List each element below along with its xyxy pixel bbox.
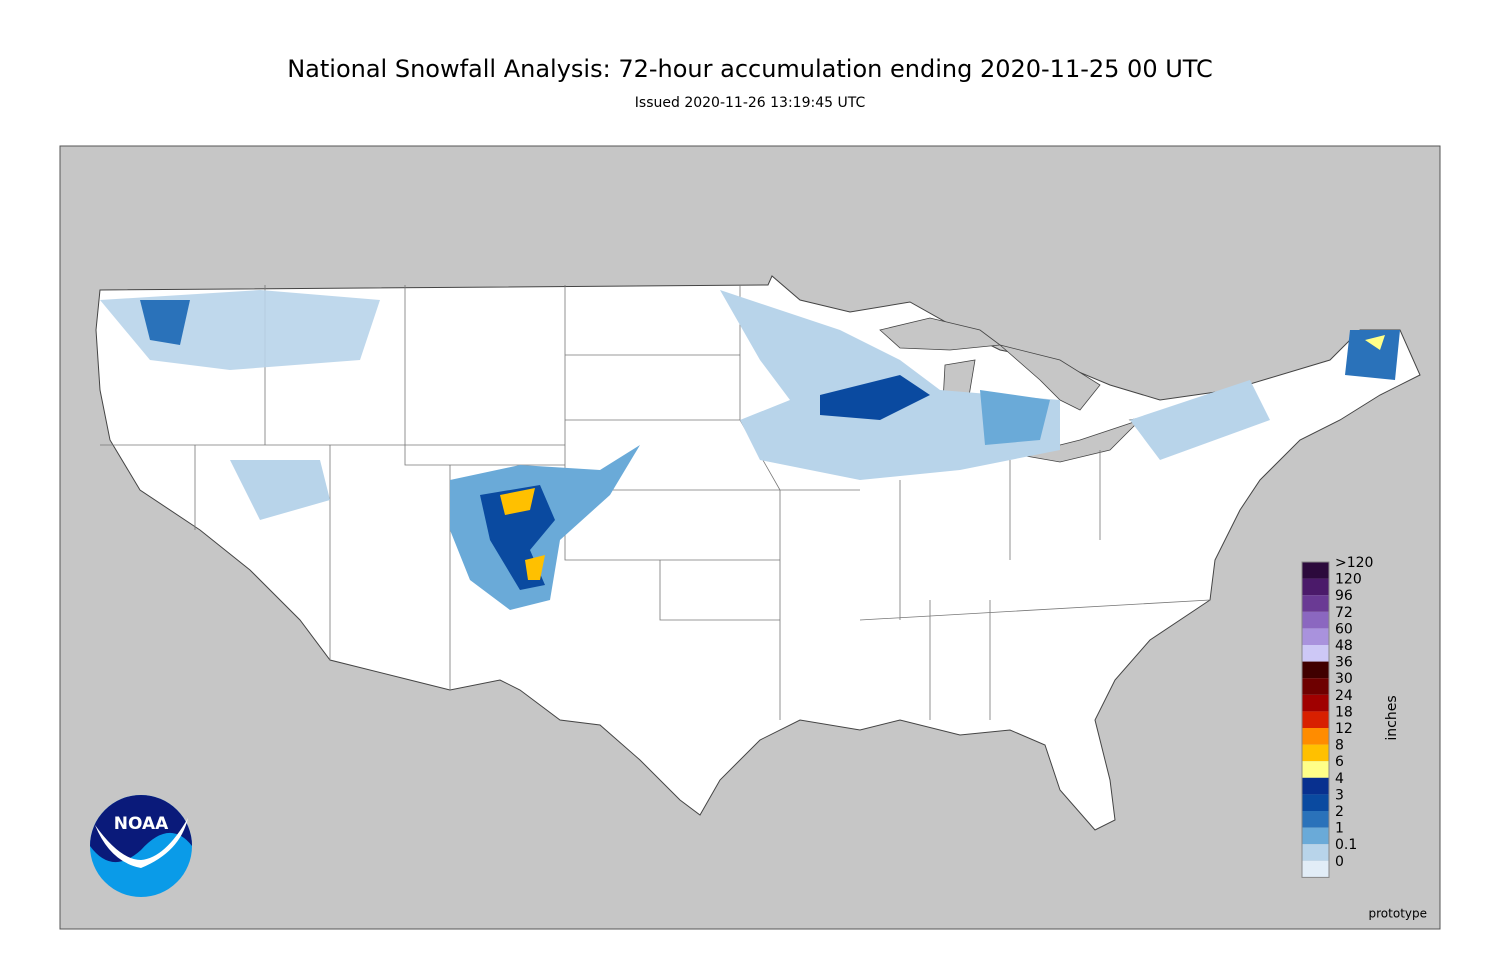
legend-box [1301, 561, 1330, 878]
legend-swatch [1302, 578, 1329, 596]
legend-label: 12 [1335, 721, 1353, 737]
legend-label: 60 [1335, 621, 1353, 637]
legend-label: 0 [1335, 854, 1344, 870]
logo-text: NOAA [114, 814, 169, 834]
legend-swatch [1302, 645, 1329, 662]
legend-swatch [1302, 761, 1329, 778]
legend-label: 2 [1335, 804, 1344, 820]
legend-swatch [1302, 811, 1329, 828]
legend-label: 72 [1335, 605, 1353, 621]
legend-label: 0.1 [1335, 837, 1357, 853]
legend-label: 24 [1335, 688, 1353, 704]
legend-label: 30 [1335, 671, 1353, 687]
legend-swatch [1302, 562, 1329, 579]
map [59, 145, 1441, 930]
legend-swatch [1302, 777, 1329, 795]
us-land [95, 275, 1421, 831]
legend-label: 1 [1335, 821, 1344, 837]
legend-label: 3 [1335, 787, 1344, 803]
legend-label: 8 [1335, 738, 1344, 754]
legend-label: 4 [1335, 771, 1344, 787]
legend-swatch [1302, 711, 1329, 728]
legend-swatch [1302, 794, 1329, 811]
footnote: prototype [1369, 907, 1427, 921]
noaa-logo: NOAA [90, 795, 192, 897]
legend-swatch [1302, 860, 1329, 878]
title: National Snowfall Analysis: 72-hour accu… [287, 55, 1213, 83]
snowfall-areas [100, 290, 1400, 610]
legend-label: 120 [1335, 572, 1362, 588]
legend-swatch [1302, 744, 1329, 762]
legend-swatch [1302, 827, 1329, 845]
legend-label: 6 [1335, 754, 1344, 770]
legend-swatch [1302, 678, 1329, 695]
legend-swatch [1302, 728, 1329, 745]
legend-swatch [1302, 628, 1329, 645]
legend-swatch [1302, 844, 1329, 861]
legend-swatch [1302, 595, 1329, 612]
legend-title: inches [1384, 695, 1400, 740]
legend-label: 48 [1335, 638, 1353, 654]
legend-swatch [1302, 611, 1329, 629]
legend-label: 96 [1335, 588, 1353, 604]
legend-label: 18 [1335, 704, 1353, 720]
subtitle: Issued 2020-11-26 13:19:45 UTC [635, 95, 866, 111]
legend-swatch [1302, 661, 1329, 679]
legend-swatch [1302, 694, 1329, 712]
legend-label: >120 [1335, 555, 1373, 571]
legend-label: 36 [1335, 655, 1353, 671]
